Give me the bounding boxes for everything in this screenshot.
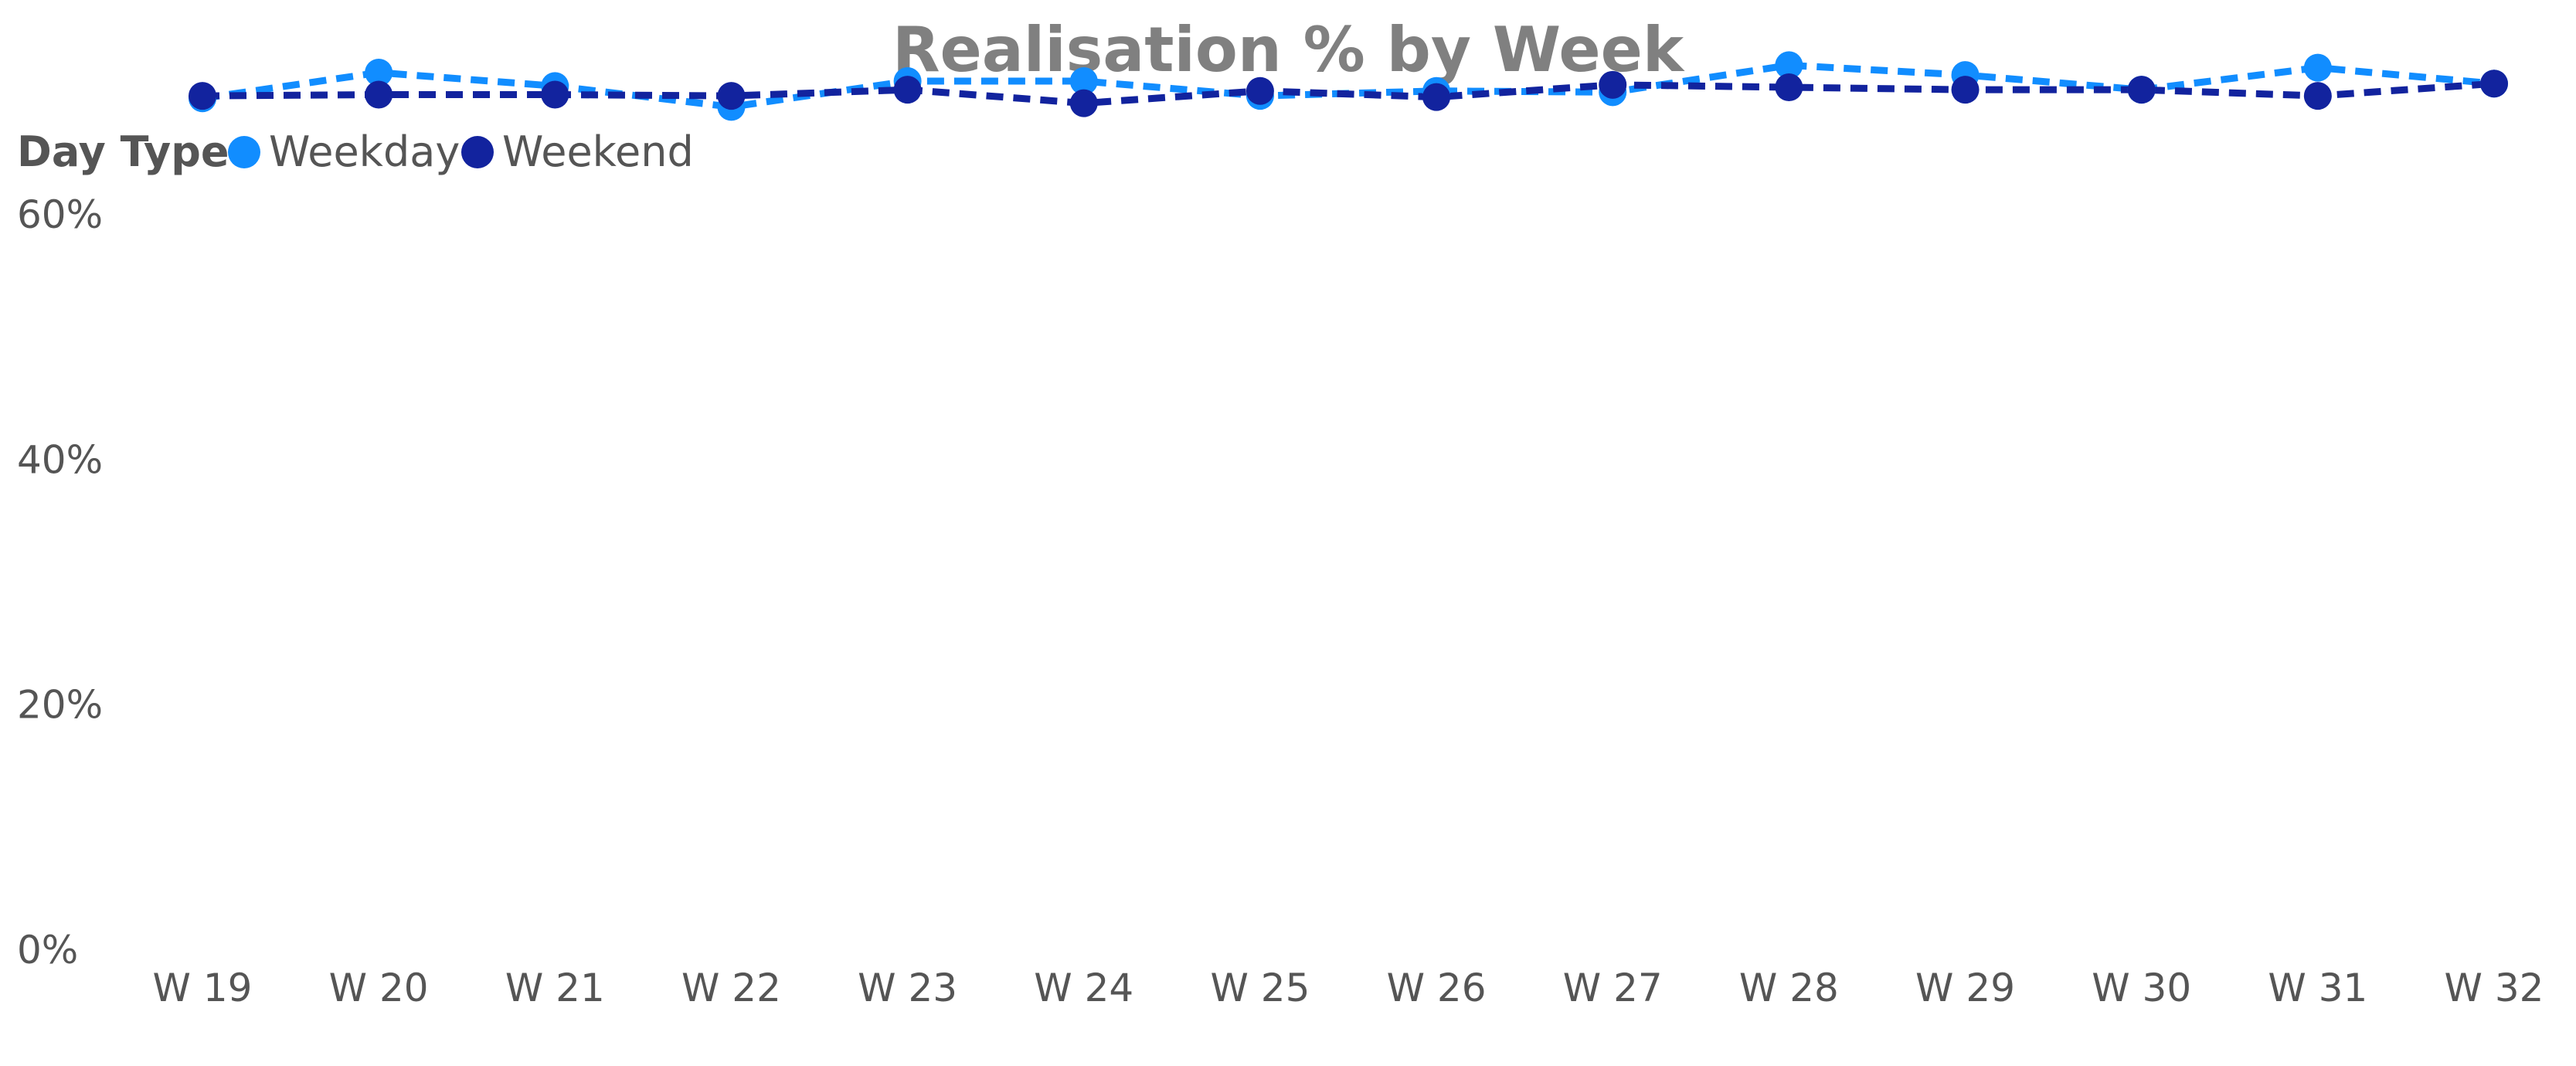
data-point-weekend[interactable] (189, 82, 216, 110)
legend-label-weekend: Weekend (502, 127, 694, 176)
data-point-weekday[interactable] (2303, 53, 2332, 82)
x-tick-label: W 23 (858, 966, 957, 1010)
x-tick-label: W 20 (329, 966, 429, 1010)
x-tick-label: W 21 (505, 966, 605, 1010)
series-layer (189, 51, 2508, 121)
x-tick-label: W 24 (1034, 966, 1133, 1010)
y-axis: 0% 20% 40% 60% (17, 192, 103, 973)
x-axis: W 19 W 20 W 21 W 22 W 23 W 24 W 25 W 26 W 27 W 28… (153, 966, 2544, 1010)
data-point-weekend[interactable] (365, 80, 393, 109)
data-point-weekend[interactable] (1246, 76, 1274, 105)
data-point-weekday[interactable] (1069, 67, 1098, 96)
legend-marker-weekend (461, 136, 494, 168)
data-point-weekday[interactable] (365, 58, 393, 87)
data-point-weekend[interactable] (717, 82, 746, 110)
data-point-weekend[interactable] (2303, 82, 2332, 110)
x-tick-label: W 22 (681, 966, 781, 1010)
legend[interactable]: Day Type Weekday Weekend (17, 127, 694, 176)
x-tick-label: W 29 (1915, 966, 2015, 1010)
data-point-weekend[interactable] (1599, 70, 1627, 99)
chart-title: Realisation % by Week (892, 14, 1685, 86)
data-point-weekend[interactable] (893, 76, 922, 104)
legend-marker-weekday (228, 136, 260, 168)
y-tick-label: 0% (17, 928, 78, 973)
data-point-weekday[interactable] (1775, 51, 1803, 80)
data-point-weekend[interactable] (2480, 70, 2508, 98)
x-tick-label: W 25 (1210, 966, 1310, 1010)
x-tick-label: W 28 (1739, 966, 1839, 1010)
x-tick-label: W 31 (2268, 966, 2367, 1010)
data-point-weekend[interactable] (1069, 89, 1098, 117)
x-tick-label: W 32 (2445, 966, 2544, 1010)
data-point-weekend[interactable] (1951, 76, 1980, 104)
y-tick-label: 40% (17, 437, 103, 482)
x-tick-label: W 19 (153, 966, 253, 1010)
x-tick-label: W 30 (2092, 966, 2191, 1010)
x-tick-label: W 27 (1563, 966, 1663, 1010)
data-point-weekend[interactable] (1422, 83, 1451, 111)
data-point-weekend[interactable] (2127, 76, 2156, 104)
x-tick-label: W 26 (1387, 966, 1487, 1010)
legend-label-weekday: Weekday (269, 127, 460, 176)
y-tick-label: 60% (17, 192, 103, 237)
data-point-weekend[interactable] (1775, 73, 1803, 101)
data-point-weekend[interactable] (541, 80, 569, 109)
y-tick-label: 20% (17, 683, 103, 728)
legend-title: Day Type (17, 127, 229, 176)
series-line-weekend (202, 80, 2495, 107)
